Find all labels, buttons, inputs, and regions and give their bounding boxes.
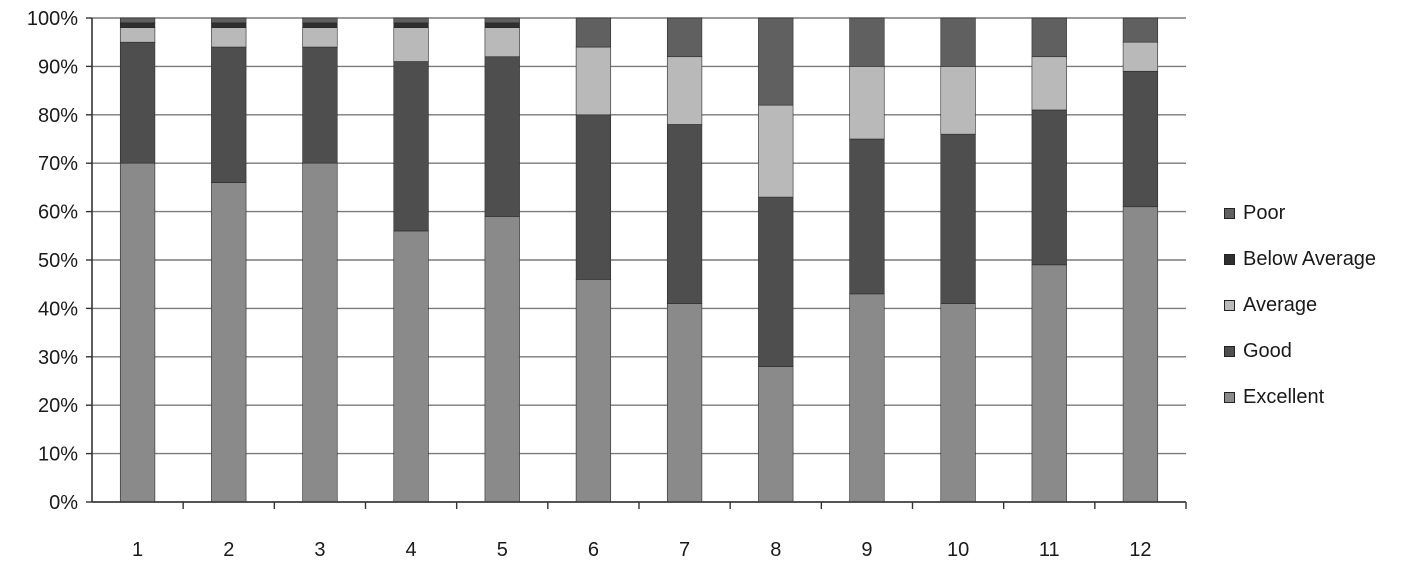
- y-tick-label: 70%: [38, 153, 78, 175]
- bar-segment-average: [758, 104, 794, 198]
- x-tick-label: 4: [406, 539, 417, 561]
- x-tick-label: 3: [314, 539, 325, 561]
- x-tick-label: 7: [679, 539, 690, 561]
- bar-segment-average: [119, 27, 156, 43]
- bar-segment-poor: [849, 17, 885, 67]
- bar-segment-excellent: [666, 303, 703, 503]
- bar-segment-good: [484, 56, 520, 217]
- bar-segment-poor: [119, 17, 156, 24]
- bar-segment-poor: [940, 17, 976, 67]
- bar-segment-excellent: [393, 230, 429, 503]
- x-tick-label: 5: [497, 539, 508, 561]
- legend-item: Below Average: [1224, 236, 1409, 282]
- x-tick-label: 2: [223, 539, 234, 561]
- x-tick-label: 6: [588, 539, 599, 561]
- legend: Poor Below Average Average Good Excellent: [1224, 190, 1409, 420]
- bar-segment-good: [119, 41, 156, 164]
- bar-segment-average: [575, 46, 612, 116]
- bar-segment-average: [666, 56, 703, 125]
- bar-segment-below-average: [211, 22, 247, 28]
- x-tick-label: 9: [861, 539, 872, 561]
- bar-segment-good: [1122, 70, 1159, 208]
- grid-layer: [92, 17, 1186, 503]
- x-tick-label: 12: [1129, 539, 1151, 561]
- bar-segment-good: [211, 46, 247, 183]
- bar-segment-poor: [211, 17, 247, 24]
- y-tick-label: 10%: [38, 444, 78, 466]
- bar-segment-average: [211, 27, 247, 48]
- bar-segment-average: [940, 66, 976, 135]
- bar-segment-excellent: [758, 366, 794, 503]
- bar-segment-good: [575, 114, 612, 280]
- bar-segment-excellent: [302, 162, 338, 503]
- legend-label: Poor: [1243, 201, 1286, 224]
- legend-swatch: [1224, 207, 1235, 219]
- bar-segment-poor: [666, 17, 703, 58]
- bar-segment-average: [393, 27, 429, 62]
- legend-label: Excellent: [1243, 385, 1325, 408]
- bar-segment-good: [758, 196, 794, 367]
- x-tick-label: 11: [1039, 539, 1060, 561]
- bar-segment-excellent: [211, 182, 247, 503]
- y-tick-label: 40%: [38, 298, 78, 320]
- legend-item: Average: [1224, 282, 1409, 328]
- bar-segment-excellent: [940, 303, 976, 503]
- y-tick-label: 30%: [38, 347, 78, 369]
- x-tick-label: 10: [947, 539, 969, 561]
- bar-segment-below-average: [302, 22, 338, 28]
- legend-item: Excellent: [1224, 374, 1409, 420]
- bar-segment-excellent: [484, 216, 520, 503]
- bar-segment-excellent: [849, 293, 885, 503]
- bar-segment-excellent: [119, 162, 156, 503]
- bar-segment-poor: [393, 17, 429, 24]
- bar-segment-average: [302, 27, 338, 48]
- bar-segment-excellent: [1122, 206, 1159, 503]
- bar-segment-good: [393, 61, 429, 232]
- bar-segment-excellent: [575, 279, 612, 503]
- y-tick-label: 100%: [27, 8, 78, 30]
- legend-swatch: [1224, 391, 1235, 403]
- bar-segment-good: [666, 124, 703, 304]
- bar-segment-poor: [302, 17, 338, 24]
- legend-swatch: [1224, 345, 1235, 357]
- y-tick-label: 90%: [38, 56, 78, 78]
- legend-swatch: [1224, 299, 1235, 311]
- legend-item: Poor: [1224, 190, 1409, 236]
- bar-segment-poor: [484, 17, 520, 24]
- x-tick-label: 1: [132, 539, 143, 561]
- x-tick-label: 8: [770, 539, 781, 561]
- bars-layer: [119, 17, 1159, 503]
- bar-segment-good: [849, 138, 885, 295]
- legend-item: Good: [1224, 328, 1409, 374]
- bar-segment-average: [484, 27, 520, 58]
- bar-segment-good: [940, 133, 976, 304]
- legend-swatch: [1224, 253, 1235, 265]
- bar-segment-average: [849, 66, 885, 140]
- bar-segment-poor: [758, 17, 794, 106]
- bar-segment-poor: [1122, 17, 1159, 43]
- bar-segment-below-average: [393, 22, 429, 28]
- axis-layer: 0%10%20%30%40%50%60%70%80%90%100%1 2 3 4 5 6 7…: [27, 8, 1187, 561]
- legend-label: Below Average: [1243, 247, 1377, 270]
- legend-label: Average: [1243, 293, 1318, 316]
- bar-segment-average: [1122, 41, 1159, 72]
- bar-segment-below-average: [484, 22, 520, 28]
- bar-segment-poor: [1031, 17, 1067, 58]
- y-tick-label: 20%: [38, 395, 78, 417]
- y-tick-label: 60%: [38, 202, 78, 224]
- legend-label: Good: [1243, 339, 1292, 362]
- bar-segment-average: [1031, 56, 1067, 111]
- bar-segment-good: [302, 46, 338, 164]
- y-tick-label: 80%: [38, 105, 78, 127]
- bar-segment-poor: [575, 17, 612, 48]
- bar-segment-excellent: [1031, 264, 1067, 503]
- bar-segment-good: [1031, 109, 1067, 266]
- y-tick-label: 0%: [49, 492, 78, 514]
- y-tick-label: 50%: [38, 250, 78, 272]
- bar-segment-below-average: [119, 22, 156, 28]
